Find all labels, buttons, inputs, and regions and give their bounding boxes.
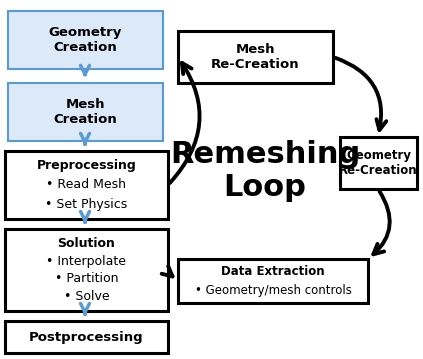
Text: • Interpolate: • Interpolate [47, 255, 126, 268]
FancyBboxPatch shape [5, 229, 168, 311]
Text: • Set Physics: • Set Physics [45, 198, 128, 211]
Text: • Partition: • Partition [55, 272, 118, 285]
Text: Preprocessing: Preprocessing [37, 159, 136, 172]
Text: Geometry
Creation: Geometry Creation [49, 26, 122, 54]
FancyBboxPatch shape [5, 321, 168, 353]
Text: • Solve: • Solve [64, 290, 109, 303]
Text: • Read Mesh: • Read Mesh [47, 178, 126, 191]
FancyBboxPatch shape [178, 31, 333, 83]
Text: Mesh
Creation: Mesh Creation [54, 98, 117, 126]
Text: Mesh
Re-Creation: Mesh Re-Creation [211, 43, 300, 71]
FancyBboxPatch shape [340, 137, 417, 189]
Text: Postprocessing: Postprocessing [29, 331, 144, 344]
Text: Data Extraction: Data Extraction [221, 265, 325, 278]
Text: Remeshing
Loop: Remeshing Loop [170, 140, 360, 202]
Text: Solution: Solution [58, 237, 115, 250]
FancyBboxPatch shape [8, 83, 163, 141]
Text: • Geometry/mesh controls: • Geometry/mesh controls [195, 284, 352, 297]
Text: Geometry
Re-Creation: Geometry Re-Creation [339, 149, 418, 177]
FancyBboxPatch shape [8, 11, 163, 69]
FancyBboxPatch shape [5, 151, 168, 219]
FancyBboxPatch shape [178, 259, 368, 303]
